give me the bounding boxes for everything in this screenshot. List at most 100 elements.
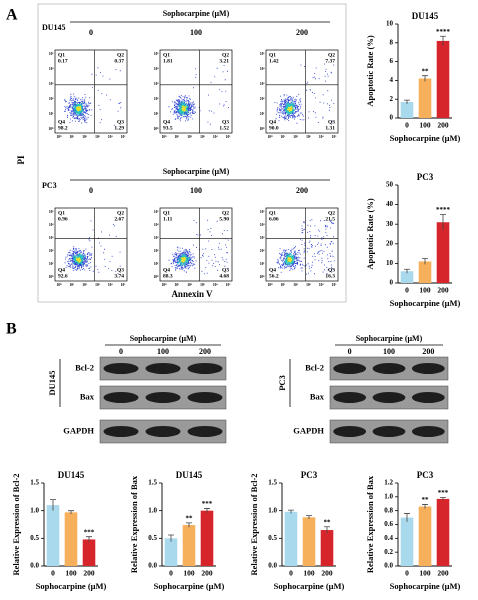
error-bar [440,35,446,46]
blot-band [187,363,223,374]
blot-band [145,426,181,437]
flow-tick: 10² [260,249,265,253]
x-tick-label: 200 [437,121,449,130]
error-bar [422,504,428,509]
flow-tick: 10² [293,135,298,139]
flow-tick: 10⁴ [154,67,160,71]
y-tick-label: 1.0 [268,506,277,514]
cell-label: DU145 [42,23,66,32]
flow-tick: 10³ [200,283,205,287]
quadrant-value: 88.3 [163,273,173,279]
dose-label: 100 [190,186,202,195]
quadrant-value: 1.31 [325,125,335,131]
bar [82,539,96,566]
quadrant-value: 56.2 [269,273,279,279]
y-tick-label: 4 [390,76,394,84]
x-tick-label: 100 [419,121,431,130]
chart-title: PC3 [301,470,318,480]
quadrant-value: 3.21 [219,58,229,64]
blot-band [333,363,367,374]
flow-tick: 10³ [154,236,159,240]
cell-label: PC3 [42,181,57,190]
quadrant-name: Q1 [163,210,170,216]
blot-band [103,392,139,403]
quadrant-value: 0.17 [58,58,68,64]
significance: **** [436,206,451,214]
x-tick-label: 200 [437,569,449,578]
error-bar [422,258,428,265]
flow-tick: 10⁴ [108,283,114,287]
blot-band [372,363,406,374]
quadrant-value: 7.37 [325,58,335,64]
y-tick-label: 0.0 [268,562,277,570]
flow-tick: 10⁰ [259,126,265,131]
flow-tick: 10⁵ [332,283,337,287]
quadrant-name: Q2 [328,210,335,216]
flow-tick: 10¹ [174,135,179,139]
error-bar [404,268,410,274]
bar [320,530,334,566]
dose-label: 100 [383,347,395,356]
quadrant-value: 6.06 [269,216,279,222]
flow-tick: 10⁰ [267,134,273,139]
quadrant-value: 2.67 [114,216,124,222]
quadrant-value: 0.96 [58,216,68,222]
flow-tick: 10³ [95,135,100,139]
blot-band [103,363,139,374]
flow-tick: 10⁰ [153,126,159,131]
y-axis-label: Apoptotic Rate (%) [365,35,375,106]
chart-title: PC3 [417,172,434,182]
blot-cell-label: PC3 [277,375,287,391]
flow-plot [54,49,128,134]
dose-label: 0 [89,186,93,195]
error-bar [68,510,74,514]
flow-tick: 10⁰ [161,134,167,139]
bar [418,506,432,566]
flow-tick: 10⁴ [154,223,160,227]
quadrant-value: 4.68 [219,273,229,279]
quadrant-name: Q1 [269,210,276,216]
bar [200,510,214,566]
flow-tick: 10⁰ [267,282,273,287]
dose-label: 0 [348,347,352,356]
significance: **** [436,28,451,36]
error-bar [440,214,446,231]
x-tick-label: 0 [405,286,409,295]
quadrant-name: Q2 [117,52,124,58]
blot-band [145,392,181,403]
flow-tick: 10⁴ [319,135,325,139]
y-tick-label: 1.0 [384,492,393,500]
flow-tick: 10¹ [49,262,54,266]
flow-tick: 10⁵ [260,210,265,214]
flow-tick: 10³ [200,135,205,139]
quadrant-name: Q3 [222,267,229,273]
quadrant-value: 90.0 [269,125,279,131]
blot-band [145,363,181,374]
y-tick-label: 40 [386,200,394,208]
flow-tick: 10⁵ [226,135,231,139]
bar [436,498,450,566]
quadrant-name: Q1 [58,52,65,58]
bar [164,538,178,566]
blot-band [333,392,367,403]
flow-tick: 10⁰ [161,282,167,287]
flow-tick: 10² [49,249,54,253]
x-axis-label: Sophocarpine (μM) [274,581,345,591]
flow-plot [265,49,339,134]
flow-events [286,105,293,112]
y-tick-label: 0.0 [384,562,393,570]
flow-tick: 10⁴ [213,135,219,139]
quadrant-name: Q1 [58,210,65,216]
y-tick-label: 1.5 [268,479,277,487]
flow-events [75,257,82,263]
error-bar [324,526,330,534]
flow-tick: 10¹ [69,135,74,139]
x-tick-label: 200 [83,569,95,578]
flow-events [181,105,187,112]
quadrant-value: 1.11 [163,216,173,222]
panel-label: A [6,7,18,24]
quadrant-value: 1.52 [219,125,229,131]
blot-band [411,363,445,374]
flow-tick: 10² [154,249,159,253]
quadrant-name: Q3 [328,267,335,273]
